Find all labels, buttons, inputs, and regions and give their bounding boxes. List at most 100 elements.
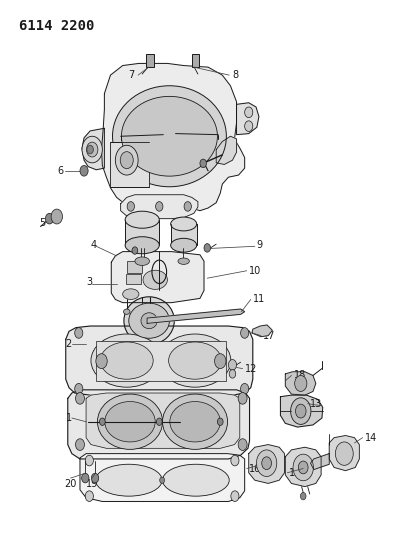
Ellipse shape xyxy=(143,270,167,289)
Circle shape xyxy=(238,392,247,404)
Circle shape xyxy=(160,477,164,483)
Circle shape xyxy=(45,213,53,224)
Text: 19: 19 xyxy=(86,479,98,489)
Circle shape xyxy=(75,328,83,338)
Text: 12: 12 xyxy=(245,364,257,374)
Bar xyxy=(126,274,141,284)
Circle shape xyxy=(245,121,253,132)
Text: 18: 18 xyxy=(293,370,306,381)
Circle shape xyxy=(132,247,138,254)
Circle shape xyxy=(241,328,249,338)
Circle shape xyxy=(82,473,89,483)
Text: 8: 8 xyxy=(233,70,239,80)
Circle shape xyxy=(229,369,236,378)
Ellipse shape xyxy=(162,394,228,449)
Bar xyxy=(146,54,153,67)
Polygon shape xyxy=(111,252,204,303)
Bar xyxy=(171,224,197,245)
Ellipse shape xyxy=(125,211,159,228)
Ellipse shape xyxy=(171,217,197,231)
Circle shape xyxy=(217,418,223,425)
Circle shape xyxy=(87,146,93,154)
Polygon shape xyxy=(237,103,259,135)
Text: 3: 3 xyxy=(86,278,92,287)
Polygon shape xyxy=(66,326,253,395)
Ellipse shape xyxy=(169,342,222,379)
Circle shape xyxy=(86,142,98,157)
Ellipse shape xyxy=(124,297,174,345)
Ellipse shape xyxy=(123,289,139,300)
Polygon shape xyxy=(249,445,284,483)
Circle shape xyxy=(298,461,308,474)
Text: 7: 7 xyxy=(129,70,135,80)
Ellipse shape xyxy=(129,303,169,338)
Polygon shape xyxy=(147,309,245,324)
Circle shape xyxy=(85,455,93,466)
Polygon shape xyxy=(216,136,237,165)
Ellipse shape xyxy=(141,313,157,329)
Text: 13: 13 xyxy=(310,399,322,409)
Circle shape xyxy=(80,165,88,176)
Ellipse shape xyxy=(122,96,217,176)
Ellipse shape xyxy=(91,334,162,387)
Text: 4: 4 xyxy=(90,240,96,250)
Circle shape xyxy=(295,404,306,418)
Circle shape xyxy=(241,383,249,394)
Text: 16: 16 xyxy=(249,464,261,473)
Circle shape xyxy=(257,450,277,477)
Ellipse shape xyxy=(98,394,162,449)
Text: 14: 14 xyxy=(365,433,377,443)
Circle shape xyxy=(300,492,306,500)
Polygon shape xyxy=(82,128,104,169)
Polygon shape xyxy=(86,393,240,448)
Text: 9: 9 xyxy=(257,240,263,250)
Circle shape xyxy=(155,201,163,211)
Text: 6: 6 xyxy=(58,166,64,176)
Circle shape xyxy=(262,457,271,470)
Polygon shape xyxy=(68,390,250,459)
Circle shape xyxy=(120,152,133,168)
Circle shape xyxy=(200,159,206,167)
Ellipse shape xyxy=(125,237,159,254)
Circle shape xyxy=(75,392,84,404)
Bar xyxy=(127,261,142,273)
Ellipse shape xyxy=(170,401,220,442)
Text: 2: 2 xyxy=(66,338,72,349)
Bar xyxy=(192,54,199,67)
Bar xyxy=(125,220,159,245)
Circle shape xyxy=(51,209,62,224)
Text: 5: 5 xyxy=(39,218,46,228)
Polygon shape xyxy=(102,63,245,211)
Circle shape xyxy=(335,442,353,465)
Circle shape xyxy=(293,454,313,481)
Circle shape xyxy=(85,491,93,502)
Polygon shape xyxy=(252,325,272,337)
Ellipse shape xyxy=(171,238,197,252)
Circle shape xyxy=(215,354,226,368)
Ellipse shape xyxy=(124,309,130,314)
Circle shape xyxy=(75,383,83,394)
Circle shape xyxy=(184,201,191,211)
Circle shape xyxy=(115,146,138,175)
Text: 15: 15 xyxy=(289,468,302,478)
Circle shape xyxy=(245,107,253,118)
Circle shape xyxy=(82,136,102,163)
Circle shape xyxy=(231,455,239,466)
Ellipse shape xyxy=(100,342,153,379)
Circle shape xyxy=(156,418,162,425)
Circle shape xyxy=(127,201,135,211)
Polygon shape xyxy=(280,395,323,427)
Polygon shape xyxy=(285,447,321,487)
Bar xyxy=(111,142,149,187)
Ellipse shape xyxy=(178,258,189,264)
Circle shape xyxy=(295,375,307,391)
Circle shape xyxy=(204,244,211,252)
Text: 17: 17 xyxy=(263,330,275,341)
Circle shape xyxy=(238,439,247,450)
Bar xyxy=(96,341,226,381)
Circle shape xyxy=(91,473,99,483)
Polygon shape xyxy=(121,195,198,219)
Polygon shape xyxy=(329,435,359,471)
Circle shape xyxy=(75,439,84,450)
Text: 11: 11 xyxy=(253,294,265,304)
